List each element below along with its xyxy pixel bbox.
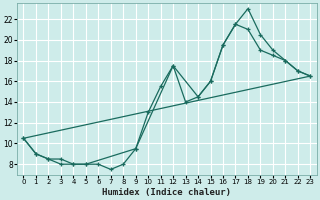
- X-axis label: Humidex (Indice chaleur): Humidex (Indice chaleur): [102, 188, 231, 197]
